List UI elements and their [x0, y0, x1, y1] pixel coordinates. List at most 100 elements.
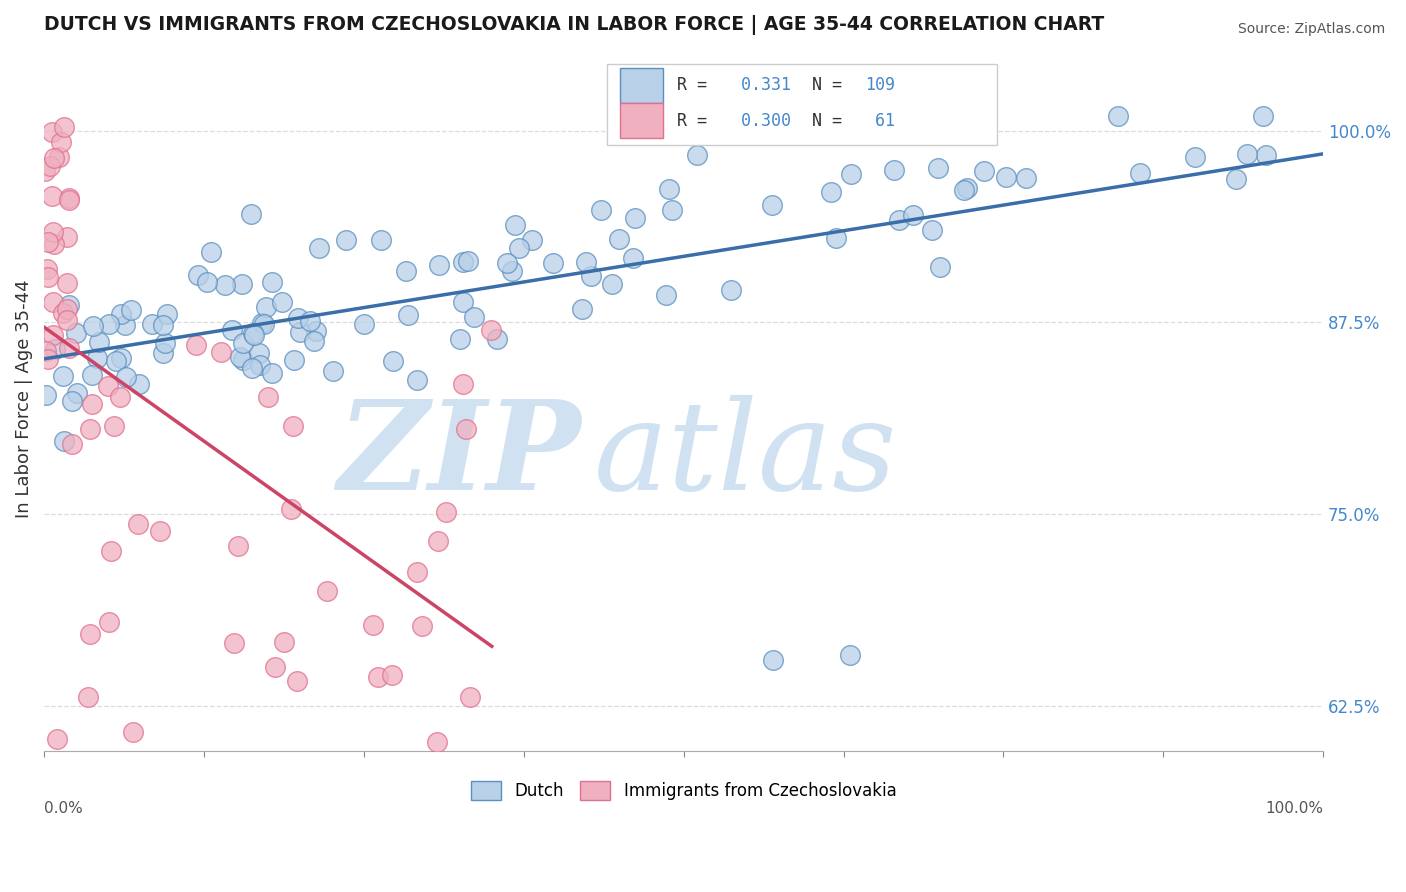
Point: [381, 668, 404, 682]
Point: [508, 241, 530, 255]
Point: [222, 635, 245, 649]
Point: [200, 244, 222, 259]
Y-axis label: In Labor Force | Age 35-44: In Labor Force | Age 35-44: [15, 280, 32, 518]
Point: [575, 255, 598, 269]
Point: [121, 724, 143, 739]
Point: [503, 218, 526, 232]
Point: [302, 334, 325, 349]
Point: [42, 295, 65, 310]
Point: [994, 170, 1017, 185]
Point: [454, 422, 477, 436]
Point: [66, 385, 89, 400]
Point: [80, 397, 103, 411]
Point: [34, 344, 56, 359]
Point: [58, 191, 80, 205]
Point: [42, 328, 65, 343]
Legend: Dutch, Immigrants from Czechoslovakia: Dutch, Immigrants from Czechoslovakia: [464, 774, 903, 806]
Text: 0.331: 0.331: [731, 77, 792, 95]
Point: [298, 314, 321, 328]
Point: [426, 534, 449, 549]
FancyBboxPatch shape: [607, 64, 997, 145]
Point: [37, 269, 59, 284]
Point: [305, 324, 328, 338]
Point: [411, 619, 433, 633]
Point: [56, 277, 79, 291]
Point: [209, 344, 232, 359]
Point: [1107, 109, 1129, 123]
Point: [283, 419, 305, 434]
Point: [41, 188, 63, 202]
Point: [405, 373, 427, 387]
Point: [370, 233, 392, 247]
Text: 0.0%: 0.0%: [44, 801, 83, 816]
Point: [127, 516, 149, 531]
Point: [242, 326, 264, 341]
Point: [39, 160, 62, 174]
Point: [232, 353, 254, 368]
Point: [55, 301, 77, 316]
Point: [1184, 150, 1206, 164]
Point: [263, 660, 285, 674]
Point: [451, 294, 474, 309]
Text: 61: 61: [865, 112, 896, 129]
Point: [262, 366, 284, 380]
Point: [367, 670, 389, 684]
Text: N =: N =: [811, 77, 852, 95]
Point: [427, 258, 450, 272]
Point: [97, 615, 120, 630]
Point: [720, 283, 742, 297]
Point: [82, 319, 104, 334]
Point: [110, 307, 132, 321]
Point: [243, 327, 266, 342]
Point: [820, 185, 842, 199]
Text: 0.300: 0.300: [731, 112, 792, 129]
Point: [41, 124, 63, 138]
Point: [60, 393, 83, 408]
Point: [762, 652, 785, 666]
Point: [214, 277, 236, 292]
Point: [79, 421, 101, 435]
Point: [624, 211, 647, 225]
Point: [335, 233, 357, 247]
Point: [232, 336, 254, 351]
Text: 109: 109: [865, 77, 896, 95]
Point: [927, 161, 949, 175]
Point: [104, 354, 127, 368]
Point: [53, 434, 76, 449]
Point: [89, 335, 111, 350]
Point: [58, 298, 80, 312]
Point: [97, 379, 120, 393]
Point: [77, 690, 100, 704]
Point: [114, 318, 136, 332]
Point: [579, 268, 602, 283]
Point: [254, 300, 277, 314]
Text: Source: ZipAtlas.com: Source: ZipAtlas.com: [1237, 22, 1385, 37]
Text: atlas: atlas: [595, 394, 897, 516]
Text: ZIP: ZIP: [337, 394, 581, 516]
Point: [44, 151, 66, 165]
Point: [451, 254, 474, 268]
Point: [901, 207, 924, 221]
Point: [1225, 171, 1247, 186]
Point: [44, 342, 66, 356]
Point: [287, 311, 309, 326]
Point: [481, 323, 503, 337]
Point: [658, 182, 681, 196]
Point: [273, 634, 295, 648]
Point: [120, 302, 142, 317]
Point: [60, 437, 83, 451]
Point: [250, 317, 273, 331]
Text: R =: R =: [678, 77, 717, 95]
Point: [128, 376, 150, 391]
Point: [149, 524, 172, 538]
Point: [247, 346, 270, 360]
Point: [283, 352, 305, 367]
Point: [280, 502, 302, 516]
Point: [45, 732, 67, 747]
Point: [187, 268, 209, 283]
Point: [591, 203, 613, 218]
Point: [571, 302, 593, 317]
Point: [100, 544, 122, 558]
Point: [600, 277, 623, 291]
Point: [221, 324, 243, 338]
